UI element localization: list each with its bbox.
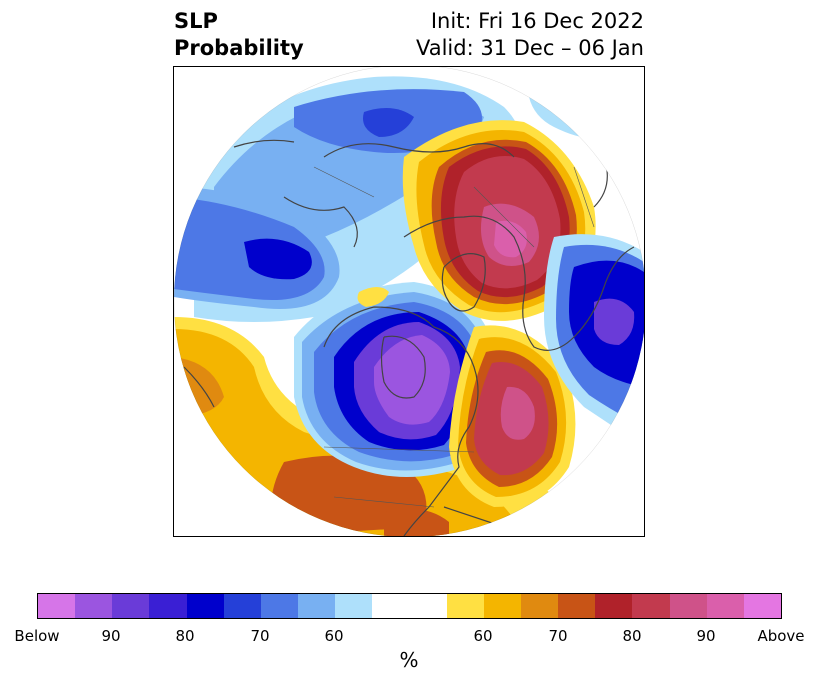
coastline-greenland	[441, 253, 486, 312]
title-variable: SLP	[174, 9, 218, 33]
coastline-north-america	[323, 306, 479, 536]
map-disk	[174, 67, 644, 536]
probability-map	[174, 67, 644, 536]
colorbar-segment	[483, 594, 522, 618]
colorbar-segment	[186, 594, 224, 618]
init-date: Init: Fri 16 Dec 2022	[430, 9, 644, 33]
colorbar-segment	[75, 594, 113, 618]
coastline-northwest	[233, 139, 295, 148]
border-north	[313, 166, 375, 198]
colorbar-segment	[335, 594, 373, 618]
colorbar-segment	[706, 594, 744, 618]
colorbar-tick-label: 70	[548, 627, 568, 645]
colorbar-segment	[38, 594, 76, 618]
colorbar-tick-label: 90	[101, 627, 121, 645]
country-borders	[313, 166, 595, 508]
colorbar-segment	[595, 594, 633, 618]
region-orange1-southwest	[174, 329, 524, 536]
colorbar-segment	[521, 594, 559, 618]
colorbar-segment	[298, 594, 336, 618]
region-yellow-pacific-spot	[357, 287, 389, 307]
coastline-west	[183, 366, 215, 408]
colorbar-tick-label: 60	[473, 627, 493, 645]
colorbar-segment	[149, 594, 187, 618]
coastline-hudson-bay	[380, 335, 426, 399]
colorbar-segment	[632, 594, 670, 618]
coastline-eurasia	[403, 215, 635, 351]
colorbar-segment	[446, 594, 484, 618]
colorbar-segment	[558, 594, 596, 618]
colorbar-tick-label: Above	[757, 627, 805, 645]
colorbar-tick-label: 80	[175, 627, 195, 645]
title-quantity: Probability	[174, 36, 304, 60]
chart-title-right: Init: Fri 16 Dec 2022 Valid: 31 Dec – 06…	[416, 8, 644, 62]
colorbar-tick-label: 70	[250, 627, 270, 645]
colorbar-tick-label: 80	[622, 627, 642, 645]
region-pink1-atlantic	[500, 386, 535, 440]
region-blue4-west	[244, 238, 312, 280]
colorbar-tick-label: 60	[324, 627, 344, 645]
coastline-asia-north	[323, 143, 515, 158]
region-purple1-east	[594, 298, 635, 345]
coastline-europe	[283, 196, 358, 248]
colorbar-segment	[260, 594, 299, 618]
colorbar-segment	[112, 594, 150, 618]
map-panel	[173, 66, 645, 537]
colorbar-segment	[669, 594, 707, 618]
border-us-canada	[323, 446, 475, 453]
colorbar-segment	[223, 594, 261, 618]
colorbar-tick-label: Below	[14, 627, 60, 645]
colorbar-unit: %	[399, 648, 419, 672]
colorbar-segment	[372, 594, 447, 618]
border-east	[573, 166, 595, 228]
region-purple2-namerica	[374, 335, 450, 425]
valid-range: Valid: 31 Dec – 06 Jan	[415, 36, 644, 60]
colorbar-tick-label: 90	[696, 627, 716, 645]
region-orange3-south-east	[384, 508, 449, 536]
colorbar-segment	[743, 594, 782, 618]
border-us-mexico	[333, 496, 435, 508]
colorbar	[37, 593, 782, 619]
chart-title-left: SLP Probability	[174, 8, 304, 62]
border-russia	[473, 186, 535, 248]
region-blue3-arctic	[363, 108, 414, 137]
